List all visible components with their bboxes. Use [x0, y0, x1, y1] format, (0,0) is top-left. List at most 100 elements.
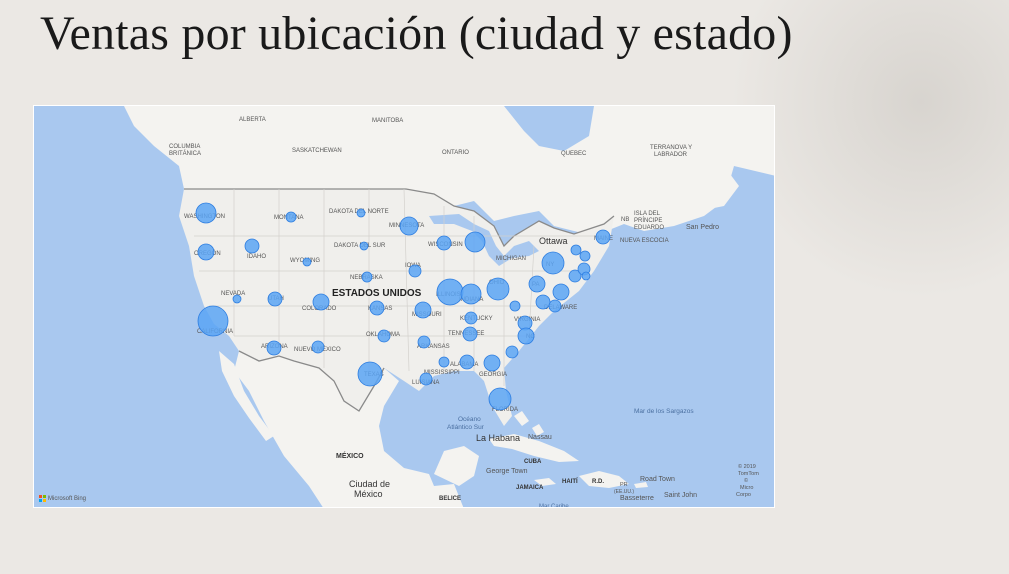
bubble-north-carolina[interactable]	[517, 327, 535, 345]
label-georgia: GEORGIA	[479, 372, 507, 378]
map-visual[interactable]: ALBERTA MANITOBA COLUMBIA BRITÁNICA SASK…	[33, 105, 775, 508]
canada-land	[124, 106, 774, 236]
label-pr-2: (EE.UU.)	[614, 489, 634, 495]
cuba-land	[489, 434, 579, 462]
microsoft-logo-icon	[39, 495, 46, 502]
label-quebec: QUEBEC	[561, 151, 587, 157]
label-copyright-1: © 2019	[738, 463, 756, 470]
label-saint-john: Saint John	[664, 492, 697, 499]
bubble-kansas[interactable]	[369, 300, 385, 316]
label-terranova-1: TERRANOVA Y	[650, 145, 692, 151]
label-nueva-escocia: NUEVA ESCOCIA	[620, 238, 669, 244]
label-ciudad-mexico-2: México	[354, 489, 383, 499]
bubble-washington[interactable]	[195, 202, 217, 224]
bubble-maryland[interactable]	[535, 294, 551, 310]
label-ottawa: Ottawa	[539, 236, 568, 246]
label-san-pedro: San Pedro	[686, 224, 719, 231]
label-road-town: Road Town	[640, 476, 675, 483]
bubble-tennessee[interactable]	[462, 326, 478, 342]
border-us-mexico	[238, 350, 385, 412]
bubble-pennsylvania[interactable]	[528, 275, 546, 293]
bubble-north-dakota[interactable]	[356, 208, 366, 218]
hudson-bay	[504, 106, 594, 151]
bubble-oklahoma[interactable]	[377, 329, 391, 343]
label-britanica: BRITÁNICA	[169, 150, 201, 157]
label-rd: R.D.	[592, 479, 604, 485]
label-saskatchewan: SASKATCHEWAN	[292, 148, 342, 154]
bubble-minnesota[interactable]	[399, 216, 419, 236]
bubble-arkansas[interactable]	[417, 335, 431, 349]
label-nb: NB	[621, 217, 629, 223]
bubble-louisiana[interactable]	[419, 372, 433, 386]
bubble-utah[interactable]	[267, 291, 283, 307]
bubble-vermont[interactable]	[570, 244, 582, 256]
label-la-habana: La Habana	[476, 433, 520, 443]
bubble-new-hampshire[interactable]	[579, 250, 591, 262]
bubble-colorado[interactable]	[312, 293, 330, 311]
bubble-idaho[interactable]	[244, 238, 260, 254]
label-cuba: CUBA	[524, 459, 542, 465]
puerto-rico-land	[634, 482, 648, 488]
bubble-ohio[interactable]	[486, 277, 510, 301]
bubble-alabama[interactable]	[459, 354, 475, 370]
bubble-nevada[interactable]	[232, 294, 242, 304]
bubble-new-york[interactable]	[541, 251, 565, 275]
label-sargazos: Mar de los Sargazos	[634, 408, 694, 415]
label-nevada: NEVADA	[221, 291, 245, 297]
bubble-wyoming[interactable]	[302, 257, 312, 267]
bubble-oregon[interactable]	[197, 243, 215, 261]
bubble-layer[interactable]	[195, 202, 611, 411]
bubble-indiana[interactable]	[460, 283, 482, 305]
bubble-south-dakota[interactable]	[359, 241, 369, 251]
bubble-georgia[interactable]	[483, 354, 501, 372]
bubble-arizona[interactable]	[266, 340, 282, 356]
baja-california-land	[219, 351, 274, 441]
bubble-mississippi[interactable]	[438, 356, 450, 368]
label-copyright-2: TomTom	[738, 471, 759, 477]
bubble-kentucky[interactable]	[464, 311, 478, 325]
bing-watermark: Microsoft Bing	[39, 495, 86, 502]
label-nassau: Nassau	[528, 434, 552, 441]
usa-land	[179, 189, 614, 426]
bubble-california[interactable]	[197, 305, 229, 337]
bubble-new-jersey[interactable]	[548, 299, 562, 313]
watermark-text: Microsoft Bing	[48, 495, 87, 502]
bubble-montana[interactable]	[285, 211, 297, 223]
bubble-michigan[interactable]	[464, 231, 486, 253]
label-ipe-1: ISLA DEL	[634, 211, 661, 217]
yucatan-land	[434, 446, 479, 486]
label-arkansas: ARKANSAS	[417, 344, 450, 350]
label-mar-caribe: Mar Caribe	[539, 504, 569, 508]
bahamas-land	[514, 411, 544, 436]
label-george-town: George Town	[486, 468, 528, 475]
bubble-connecticut[interactable]	[568, 269, 582, 283]
label-manitoba: MANITOBA	[372, 118, 403, 124]
label-michigan: MICHIGAN	[496, 256, 526, 262]
border-us-canada	[184, 188, 615, 248]
label-oceano-1: Océano	[458, 416, 481, 423]
hispaniola-land	[579, 471, 629, 488]
bubble-delaware[interactable]	[552, 283, 570, 301]
bubble-west-virginia[interactable]	[509, 300, 521, 312]
label-haiti: HAITÍ	[562, 477, 578, 485]
bubble-wisconsin[interactable]	[436, 235, 452, 251]
bubble-south-carolina[interactable]	[505, 345, 519, 359]
label-mississippi: MISSISSIPPI	[424, 370, 460, 376]
bubble-illinois[interactable]	[436, 278, 464, 306]
bubble-texas[interactable]	[357, 361, 383, 387]
bubble-florida[interactable]	[488, 387, 512, 411]
label-mexico: MÉXICO	[336, 451, 364, 460]
label-copyright-3: ©	[744, 477, 748, 484]
label-idaho: IDAHO	[247, 254, 266, 260]
bubble-iowa[interactable]	[408, 264, 422, 278]
bubble-maine[interactable]	[595, 229, 611, 245]
label-ipe-2: PRÍNCIPE	[634, 217, 662, 224]
bubble-missouri[interactable]	[414, 301, 432, 319]
map-svg[interactable]: ALBERTA MANITOBA COLUMBIA BRITÁNICA SASK…	[34, 106, 775, 508]
bubble-rhode-island[interactable]	[581, 271, 591, 281]
bubble-new-mexico[interactable]	[311, 340, 325, 354]
bubble-nebraska[interactable]	[361, 271, 373, 283]
jamaica-land	[534, 478, 556, 486]
label-terranova-2: LABRADOR	[654, 152, 688, 158]
label-pr-1: PR	[620, 482, 628, 488]
